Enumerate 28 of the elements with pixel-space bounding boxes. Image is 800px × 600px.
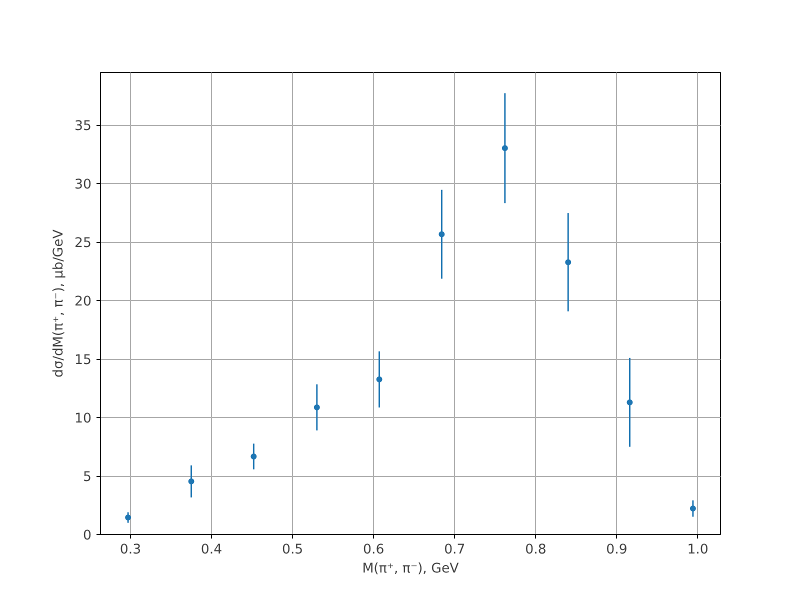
x-tick-label: 0.3 bbox=[120, 542, 142, 558]
x-tick-label: 0.4 bbox=[200, 542, 222, 558]
y-tick-label: 20 bbox=[74, 294, 92, 310]
point bbox=[314, 404, 320, 410]
y-tick-label: 15 bbox=[74, 353, 92, 368]
y-tick-label: 10 bbox=[74, 412, 92, 427]
point bbox=[502, 145, 508, 152]
point bbox=[250, 453, 257, 460]
point bbox=[690, 506, 696, 512]
y-axis-title: dσ/dM(π⁺, π⁻), μb/GeV bbox=[52, 230, 67, 378]
y-tick-label: 5 bbox=[83, 470, 92, 486]
x-tick-label: 0.8 bbox=[525, 542, 546, 558]
point bbox=[626, 399, 633, 406]
point bbox=[438, 231, 445, 238]
point bbox=[376, 376, 382, 382]
y-tick-label: 35 bbox=[74, 119, 92, 134]
y-tick-label: 25 bbox=[74, 236, 92, 252]
x-tick-label: 0.5 bbox=[282, 542, 304, 558]
x-tick-label: 0.6 bbox=[363, 542, 384, 558]
x-tick-label: 0.7 bbox=[444, 542, 466, 558]
x-tick-label: 1.0 bbox=[687, 542, 708, 558]
x-axis-title: M(π⁺, π⁻), GeV bbox=[362, 562, 459, 576]
x-tick-label: 0.9 bbox=[606, 542, 628, 558]
y-tick-label: 30 bbox=[74, 178, 92, 193]
y-tick-label: 0 bbox=[83, 528, 92, 544]
point bbox=[188, 478, 194, 484]
point bbox=[565, 259, 572, 266]
point bbox=[125, 514, 132, 521]
